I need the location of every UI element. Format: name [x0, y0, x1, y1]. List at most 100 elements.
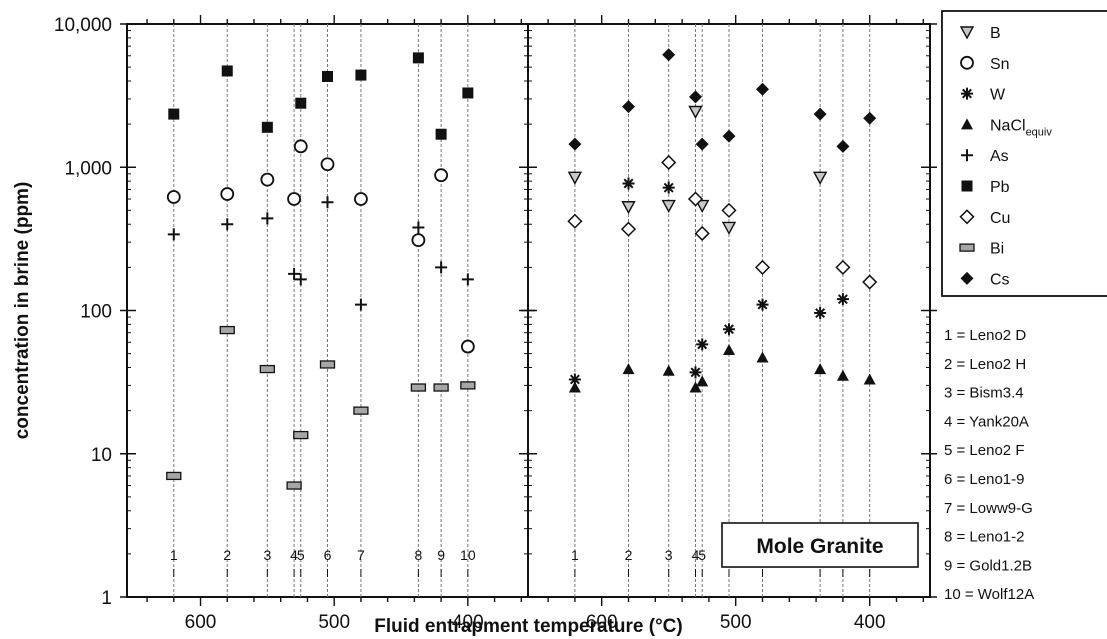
- legend-label-text: As: [990, 148, 1009, 165]
- sample-number: 2: [625, 547, 633, 563]
- x-tick-label: 400: [854, 612, 886, 633]
- legend-label: B: [990, 25, 1001, 42]
- annotation-label: Mole Granite: [756, 535, 883, 558]
- data-point-sn: [411, 233, 426, 248]
- legend-item-pb: Pb: [961, 179, 1010, 196]
- sample-number: 7: [357, 547, 365, 563]
- legend-label-subscript: equiv: [1026, 126, 1053, 138]
- legend-label-text: Sn: [990, 56, 1010, 73]
- legend-marker: [960, 55, 974, 70]
- y-axis-title: concentration in brine (ppm): [12, 182, 33, 440]
- data-point-sn: [354, 192, 368, 206]
- sample-number: 3: [665, 547, 673, 563]
- data-point-w: [689, 366, 702, 379]
- legend-label-text: Pb: [990, 179, 1010, 196]
- data-point-b: [695, 199, 710, 214]
- data-point-b: [661, 199, 676, 214]
- data-point-cs: [756, 82, 769, 96]
- legend-item-w: W: [961, 87, 1006, 104]
- legend-label-text: NaCl: [990, 117, 1026, 134]
- data-point-cs: [695, 137, 709, 151]
- sample-key: 1 = Leno2 D 2 = Leno2 H 3 = Bism3.4 4 = Yan…: [944, 327, 1034, 603]
- legend-label-text: B: [990, 25, 1001, 42]
- x-tick-label: 500: [318, 612, 350, 633]
- data-point-as: [261, 212, 274, 225]
- sample-key-line: 6 = Leno1-9: [944, 471, 1025, 488]
- legend-item-sn: Sn: [960, 55, 1010, 73]
- legend-label-text: Cs: [990, 271, 1010, 288]
- data-point-bi: [410, 383, 427, 392]
- legend-item-cs: Cs: [960, 271, 1010, 288]
- legend-marker: [960, 271, 974, 285]
- x-tick-label: 500: [720, 612, 752, 633]
- y-tick-label: 10: [91, 445, 112, 466]
- data-point-bi: [259, 364, 276, 374]
- data-point-cs: [689, 90, 702, 104]
- y-tick-label: 10,000: [54, 15, 112, 36]
- series-b: [567, 105, 828, 235]
- data-point-pb: [412, 52, 424, 64]
- legend-label-text: Cu: [990, 210, 1010, 227]
- data-point-nacl: [863, 373, 876, 385]
- series-cu: [567, 154, 878, 290]
- data-point-w: [756, 298, 769, 311]
- legend-label: W: [990, 87, 1006, 104]
- data-point-as: [354, 298, 367, 311]
- data-point-bi: [166, 471, 182, 481]
- series-w: [568, 177, 849, 386]
- data-point-pb: [261, 121, 273, 133]
- data-point-b: [688, 105, 703, 119]
- data-point-cs: [863, 111, 877, 125]
- legend-marker: [959, 243, 975, 252]
- sample-number: 2: [223, 547, 231, 563]
- legend-label: Pb: [990, 179, 1010, 196]
- sample-number: 10: [460, 547, 476, 563]
- data-point-as: [461, 273, 474, 286]
- data-point-cu: [835, 259, 851, 275]
- data-point-cs: [622, 100, 635, 114]
- sample-key-line: 10 = Wolf12A: [944, 586, 1034, 603]
- data-point-sn: [260, 172, 275, 187]
- data-point-b: [621, 201, 636, 215]
- data-point-nacl: [689, 381, 702, 393]
- data-point-cs: [568, 137, 582, 151]
- legend-label: As: [990, 148, 1009, 165]
- data-point-nacl: [723, 343, 735, 355]
- series-sn: [166, 139, 475, 354]
- sample-key-line: 4 = Yank20A: [944, 413, 1029, 430]
- data-point-as: [221, 218, 234, 231]
- y-tick-label: 1,000: [64, 158, 112, 179]
- data-point-cu: [567, 213, 583, 229]
- data-point-as: [288, 267, 301, 280]
- sample-key-line: 1 = Leno2 D: [944, 327, 1026, 344]
- data-point-as: [294, 273, 307, 286]
- sample-key-line: 7 = Loww9-G: [944, 500, 1033, 517]
- data-point-cu: [721, 202, 737, 218]
- series-nacl: [568, 343, 876, 393]
- legend-label: Cs: [990, 271, 1010, 288]
- legend-marker: [961, 180, 973, 192]
- data-point-cu: [687, 191, 704, 207]
- data-point-nacl: [568, 381, 581, 393]
- legend-label: Sn: [990, 56, 1010, 73]
- sample-number: 1: [170, 547, 178, 563]
- sample-key-line: 9 = Gold1.2B: [944, 557, 1032, 574]
- series-as: [167, 196, 474, 311]
- data-point-bi: [433, 383, 449, 392]
- sample-key-line: 5 = Leno2 F: [944, 442, 1024, 459]
- data-point-sn: [434, 168, 449, 183]
- sample-number: 6: [324, 547, 332, 563]
- data-point-bi: [460, 381, 476, 390]
- x-axis-title: Fluid entrapment temperature (°C): [374, 616, 682, 637]
- data-point-w: [723, 323, 735, 336]
- data-point-cu: [694, 225, 710, 242]
- data-point-as: [321, 196, 334, 209]
- data-point-sn: [287, 192, 301, 206]
- data-point-cs: [662, 48, 676, 62]
- data-point-bi: [319, 360, 336, 369]
- annotation-box: [721, 522, 919, 568]
- data-point-nacl: [622, 363, 635, 375]
- data-point-cu: [661, 154, 677, 171]
- data-point-w: [814, 307, 827, 320]
